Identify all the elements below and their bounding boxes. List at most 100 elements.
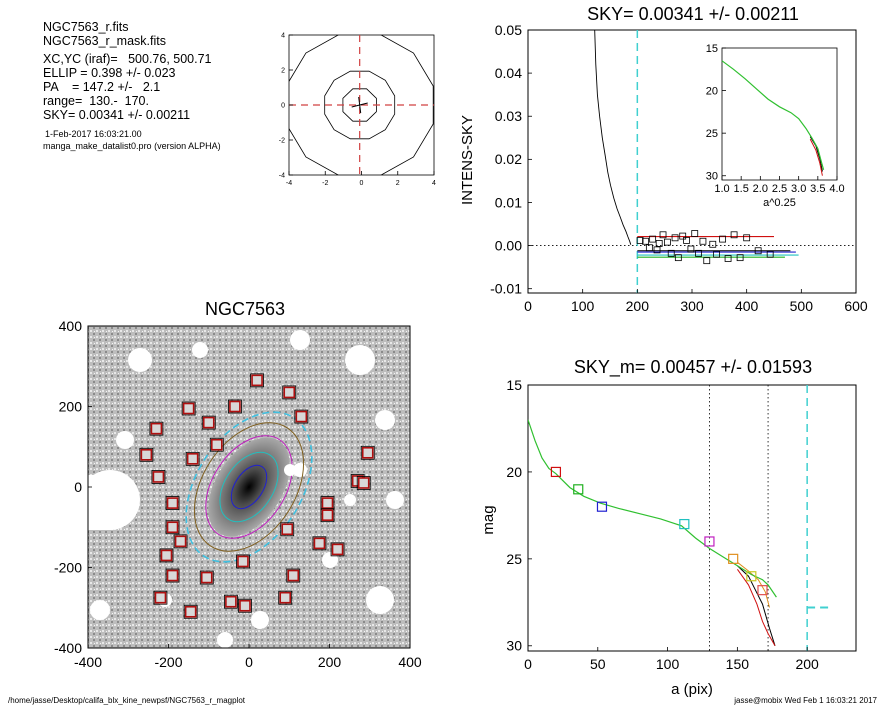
sky-box-outline [282,385,297,400]
sky-point [653,246,661,254]
sky-box [225,595,237,608]
inset-xtick-label: 1.5 [734,183,749,195]
isophote-ellipse [219,451,279,523]
mag-xtick-label: 200 [795,656,819,672]
image-ytick-label: 200 [59,398,83,414]
mag-orange-line [737,561,770,608]
mask-region [251,611,269,629]
mag-ytick-label: 15 [506,377,522,393]
sky-box-outline [223,594,238,609]
sky-box-outline [199,570,214,585]
isophote-ellipse [185,411,313,563]
image-xtick-label: 200 [318,654,342,670]
sky-point [655,240,663,247]
sky-xtick-label: 500 [790,298,814,314]
psf-xtick-label: 0 [360,180,364,187]
mag-xlabel: a (pix) [671,681,713,698]
sky-point [754,247,762,255]
mask-region [90,600,110,620]
sky-box [211,438,223,451]
mag-marker [704,536,715,547]
image-xtick-label: 0 [245,654,253,670]
psf-center-mark [358,96,362,114]
sky-box [361,446,374,459]
mask-region [217,632,233,648]
sky-box [166,569,179,582]
sky-box-outline [278,590,293,605]
sky-box [279,591,292,604]
sky-point [719,235,727,243]
galaxy-image-panel: NGC7563 -400 -200 0 200 400 -400 -200 0 200 400 [54,299,422,670]
sky-point [674,254,682,262]
image-xtick-label: -400 [74,654,102,670]
sky-box [166,521,179,534]
inset-ytick-label: 25 [706,128,718,140]
sky-plot-area [528,30,856,293]
sky-box [140,448,153,461]
sky-box-outline [185,451,200,466]
sky-box [182,402,195,415]
sky-point [679,232,687,240]
sky-point [664,238,671,246]
sky-profile-panel: SKY= 0.00341 +/- 0.00211 0 100 200 300 400 50… [459,4,868,314]
ellipticity: ELLIP = 0.398 +/- 0.023 [43,66,176,80]
position-angle: PA = 147.2 +/- 2.1 [43,80,161,94]
fit-range: range= 130.- 170. [43,94,149,108]
sky-xtick-label: 100 [571,298,595,314]
mag-marker [550,466,562,478]
inset-xtick-label: 2.0 [753,183,768,195]
sky-point [709,240,717,248]
psf-ytick-label: -4 [279,172,285,179]
sky-box [174,535,187,548]
sky-point [703,257,711,265]
sky-box-outline [286,568,301,583]
sky-xtick-label: 300 [680,298,704,314]
sky-ylabel: INTENS-SKY [459,115,476,205]
mag-marker [746,571,757,582]
sky-ytick-label: 0.02 [495,151,522,167]
sky-ytick-label: -0.01 [490,281,522,297]
mask-region [116,431,134,449]
mask-region [290,330,310,350]
mask-region [192,342,208,358]
inset-ytick-label: 15 [706,43,718,55]
image-title: NGC7563 [205,299,285,319]
image-frame [87,325,411,649]
mask-file: NGC7563_r_mask.fits [43,34,166,48]
inset-black-line [809,136,823,172]
sky-ytick-label: 0.03 [495,108,522,124]
inset-ytick-label: 30 [706,171,718,183]
sky-box-outline [149,421,164,436]
sky-point [683,236,690,244]
sky-box-outline [151,470,166,484]
fits-file: NGC7563_r.fits [43,20,129,34]
mag-red-line [736,569,776,647]
sky-box-outline [165,496,180,511]
sky-box-outline [294,409,309,424]
isophote-ellipse [205,435,293,539]
sky-point [649,235,657,243]
mag-xtick-label: 150 [726,656,750,672]
mag-plot-area [528,385,831,651]
mask-region [375,410,395,430]
sky-point [736,254,744,262]
isophote-ellipse [230,464,268,510]
sky-point [713,250,720,258]
sky-xtick-label: 400 [735,298,759,314]
sky-box-outline [320,508,335,523]
center-coords: XC,YC (iraf)= 500.76, 500.71 [43,52,212,66]
sky-box [160,549,173,562]
sky-point [687,245,695,253]
sky-point [667,249,675,257]
sky-box-outline [181,401,196,416]
sky-box-outline [360,445,375,460]
sky-point [636,236,644,244]
inset-ytick-label: 20 [706,85,718,97]
sky-box-outline [238,598,252,613]
sky-box-outline [165,568,180,583]
mag-ytick-label: 25 [506,551,522,567]
mask-region [345,345,375,375]
sky-xtick-label: 200 [626,298,650,314]
sky-point [695,249,702,257]
sky-point [724,255,732,262]
